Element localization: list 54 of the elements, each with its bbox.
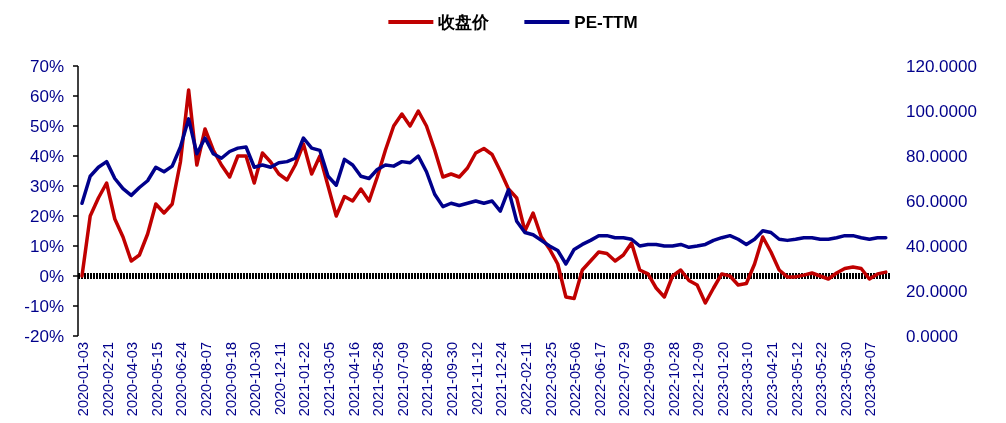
y-tick-label: 70% [29, 57, 64, 76]
y2-tick-label: 60.0000 [906, 192, 968, 211]
y-tick-label: -20% [24, 327, 64, 346]
x-tick-label: 2022-02-11 [517, 342, 534, 416]
y-tick-label: 0% [39, 267, 64, 286]
y-tick-label: 30% [29, 177, 64, 196]
x-tick-label: 2020-05-15 [148, 342, 165, 417]
x-tick-label: 2021-07-09 [394, 342, 411, 417]
legend-label: 收盘价 [438, 13, 491, 32]
line-series [80, 88, 888, 305]
x-tick-label: 2023-03-10 [739, 342, 756, 417]
y2-tick-label: 0.0000 [906, 327, 958, 346]
x-tick-label: 2020-09-18 [222, 342, 239, 417]
y-tick-label: 20% [29, 207, 64, 226]
x-tick-label: 2023-05-22 [813, 342, 830, 417]
x-tick-label: 2021-01-22 [296, 342, 313, 417]
x-tick-label: 2023-05-30 [837, 342, 854, 417]
x-tick-label: 2020-02-21 [99, 342, 116, 417]
y-tick-label: 40% [29, 147, 64, 166]
x-tick-label: 2022-03-25 [542, 342, 559, 417]
x-tick-label: 2021-04-16 [345, 342, 362, 417]
x-tick-label: 2022-12-09 [690, 342, 707, 417]
y2-tick-label: 100.0000 [906, 102, 977, 121]
x-tick-label: 2021-08-20 [419, 342, 436, 417]
x-tick-label: 2020-08-07 [198, 342, 215, 417]
y2-tick-label: 40.0000 [906, 237, 968, 256]
x-tick-label: 2022-10-28 [665, 342, 682, 417]
x-tick-label: 2023-06-07 [862, 342, 879, 417]
x-tick-label: 2022-05-06 [567, 342, 584, 417]
x-tick-label: 2022-06-17 [591, 342, 608, 417]
x-tick-label: 2020-06-24 [173, 342, 190, 417]
y2-tick-label: 80.0000 [906, 147, 968, 166]
y-tick-label: -10% [24, 297, 64, 316]
y-tick-label: 60% [29, 87, 64, 106]
y2-tick-label: 120.0000 [906, 57, 977, 76]
legend-label: PE-TTM [574, 13, 638, 32]
y2-tick-label: 20.0000 [906, 282, 968, 301]
x-tick-label: 2022-07-29 [616, 342, 633, 417]
x-tick-label: 2020-04-03 [124, 342, 141, 417]
x-tick-label: 2021-03-05 [321, 342, 338, 417]
x-tick-label: 2021-09-30 [444, 342, 461, 417]
x-tick-label: 2020-01-03 [75, 342, 91, 417]
x-tick-label: 2022-09-09 [640, 342, 657, 417]
y-tick-label: 10% [29, 237, 64, 256]
x-tick-label: 2020-10-30 [247, 342, 264, 417]
x-tick-label: 2023-05-12 [788, 342, 805, 417]
x-tick-label: 2020-12-11 [271, 342, 288, 416]
x-tick-label: 2021-11-12 [468, 342, 485, 416]
line-series [80, 117, 888, 266]
x-tick-label: 2023-04-21 [763, 342, 780, 417]
x-tick-label: 2021-12-24 [493, 342, 510, 417]
x-tick-label: 2021-05-28 [370, 342, 387, 417]
y-tick-label: 50% [29, 117, 64, 136]
x-tick-label: 2023-01-20 [714, 342, 731, 417]
